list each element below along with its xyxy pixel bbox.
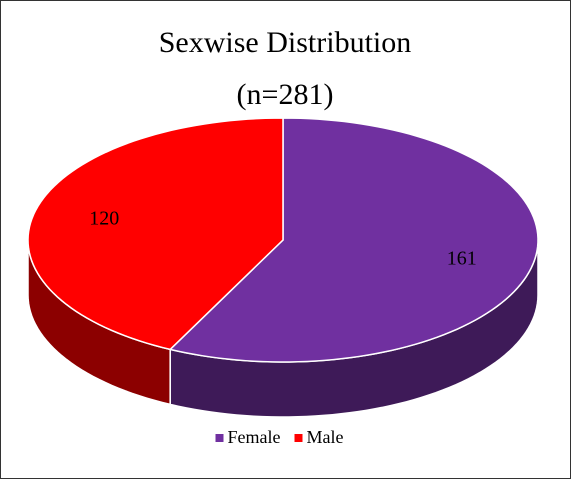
data-label: 120 bbox=[89, 208, 119, 230]
legend-label: Male bbox=[307, 427, 344, 447]
chart-title: Sexwise Distribution bbox=[159, 26, 412, 59]
pie-slice bbox=[168, 117, 539, 363]
legend-swatch bbox=[294, 434, 303, 442]
legend-swatch bbox=[215, 434, 224, 442]
legend-label: Female bbox=[228, 427, 281, 447]
data-label: 161 bbox=[447, 248, 477, 270]
pie-slice bbox=[27, 117, 284, 351]
chart-subtitle: (n=281) bbox=[237, 78, 334, 111]
